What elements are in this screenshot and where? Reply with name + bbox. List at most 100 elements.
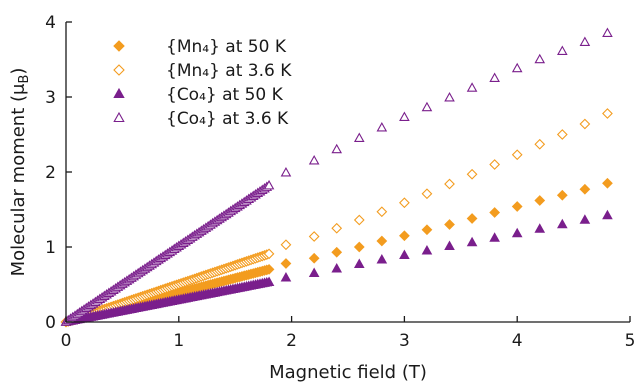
data-point bbox=[444, 178, 455, 190]
data-point bbox=[534, 138, 546, 150]
y-tick-label: 3 bbox=[45, 88, 56, 108]
data-point bbox=[444, 219, 455, 230]
y-ticks: 0 1 2 3 4 bbox=[45, 13, 72, 333]
data-point bbox=[466, 213, 478, 224]
data-point bbox=[421, 101, 433, 112]
data-point bbox=[557, 45, 568, 56]
data-point bbox=[376, 235, 388, 247]
data-point bbox=[466, 82, 478, 92]
data-point bbox=[331, 143, 343, 154]
data-point bbox=[602, 209, 613, 220]
x-tick-label: 3 bbox=[399, 331, 410, 351]
x-axis-label: Magnetic field (T) bbox=[269, 362, 427, 383]
data-point bbox=[511, 149, 523, 161]
data-point bbox=[421, 188, 433, 200]
legend-marker bbox=[113, 87, 125, 99]
data-point bbox=[280, 272, 292, 282]
series-4 bbox=[60, 27, 613, 326]
data-point bbox=[353, 258, 365, 269]
data-point bbox=[308, 267, 320, 278]
data-point bbox=[534, 195, 546, 206]
data-point bbox=[489, 232, 500, 242]
data-point bbox=[331, 222, 343, 234]
data-point bbox=[399, 197, 410, 209]
data-point bbox=[399, 111, 410, 122]
data-point bbox=[376, 254, 388, 264]
data-point bbox=[489, 72, 500, 83]
data-point bbox=[489, 159, 501, 170]
data-point bbox=[331, 263, 343, 273]
legend-item: {Mn₄} at 3.6 K bbox=[113, 61, 292, 81]
x-tick-label: 5 bbox=[625, 331, 636, 351]
data-point bbox=[263, 179, 275, 190]
data-point bbox=[511, 201, 523, 212]
legend-label: {Mn₄} at 3.6 K bbox=[166, 61, 292, 81]
legend-item: {Mn₄} at 50 K bbox=[113, 37, 287, 57]
legend: {Mn₄} at 50 K {Mn₄} at 3.6 K {Co₄} at 50 K… bbox=[113, 37, 292, 129]
data-point bbox=[602, 108, 613, 119]
data-point bbox=[602, 27, 613, 38]
data-point bbox=[556, 129, 568, 140]
data-point bbox=[511, 62, 523, 73]
data-point bbox=[331, 246, 343, 258]
data-point bbox=[466, 168, 478, 180]
legend-label: {Mn₄} at 50 K bbox=[166, 37, 287, 57]
data-point bbox=[579, 214, 591, 224]
data-point bbox=[579, 118, 591, 130]
data-point bbox=[466, 236, 478, 247]
x-tick-label: 0 bbox=[61, 331, 72, 351]
data-point bbox=[444, 92, 455, 102]
y-tick-label: 1 bbox=[45, 238, 56, 258]
data-point bbox=[579, 183, 591, 195]
data-point bbox=[353, 241, 365, 253]
legend-marker bbox=[113, 64, 125, 76]
data-point bbox=[263, 276, 275, 286]
legend-item: {Co₄} at 3.6 K bbox=[113, 109, 289, 129]
legend-marker bbox=[113, 111, 125, 123]
data-point bbox=[489, 207, 501, 218]
data-point bbox=[376, 206, 388, 218]
y-tick-label: 0 bbox=[45, 313, 56, 333]
data-point bbox=[534, 53, 546, 64]
data-point bbox=[421, 245, 433, 255]
data-point bbox=[353, 214, 365, 226]
data-point bbox=[263, 248, 275, 260]
data-point bbox=[308, 155, 320, 165]
data-point bbox=[421, 224, 433, 236]
series-2 bbox=[60, 108, 613, 328]
data-point bbox=[444, 240, 455, 251]
y-axis-label: Molecular moment (μB) bbox=[8, 68, 32, 277]
legend-marker bbox=[113, 40, 125, 52]
x-ticks: 0 1 2 3 4 5 bbox=[61, 316, 636, 351]
x-tick-label: 1 bbox=[173, 331, 184, 351]
data-point bbox=[399, 249, 410, 260]
data-marks bbox=[60, 27, 613, 328]
data-point bbox=[376, 122, 388, 132]
y-axis-label-main: Molecular moment (μ bbox=[8, 83, 29, 276]
data-point bbox=[280, 167, 292, 177]
legend-label: {Co₄} at 3.6 K bbox=[166, 109, 289, 129]
data-point bbox=[556, 189, 568, 201]
y-axis-label-end: ) bbox=[8, 68, 29, 75]
data-point bbox=[263, 263, 275, 275]
axes bbox=[65, 22, 630, 323]
y-tick-label: 4 bbox=[45, 13, 56, 33]
data-point bbox=[511, 227, 523, 238]
data-point bbox=[280, 239, 292, 251]
data-point bbox=[353, 132, 365, 143]
data-point bbox=[399, 230, 410, 242]
data-point bbox=[280, 258, 292, 269]
legend-item: {Co₄} at 50 K bbox=[113, 85, 284, 105]
data-point bbox=[557, 218, 568, 229]
y-axis-label-subscript: B bbox=[17, 75, 32, 84]
data-point bbox=[602, 177, 613, 189]
x-tick-label: 4 bbox=[512, 331, 523, 351]
x-tick-label: 2 bbox=[286, 331, 297, 351]
data-point bbox=[534, 223, 546, 233]
data-point bbox=[308, 231, 320, 242]
legend-label: {Co₄} at 50 K bbox=[166, 85, 284, 105]
data-point bbox=[308, 252, 320, 264]
data-point bbox=[579, 36, 591, 47]
y-tick-label: 2 bbox=[45, 163, 56, 183]
